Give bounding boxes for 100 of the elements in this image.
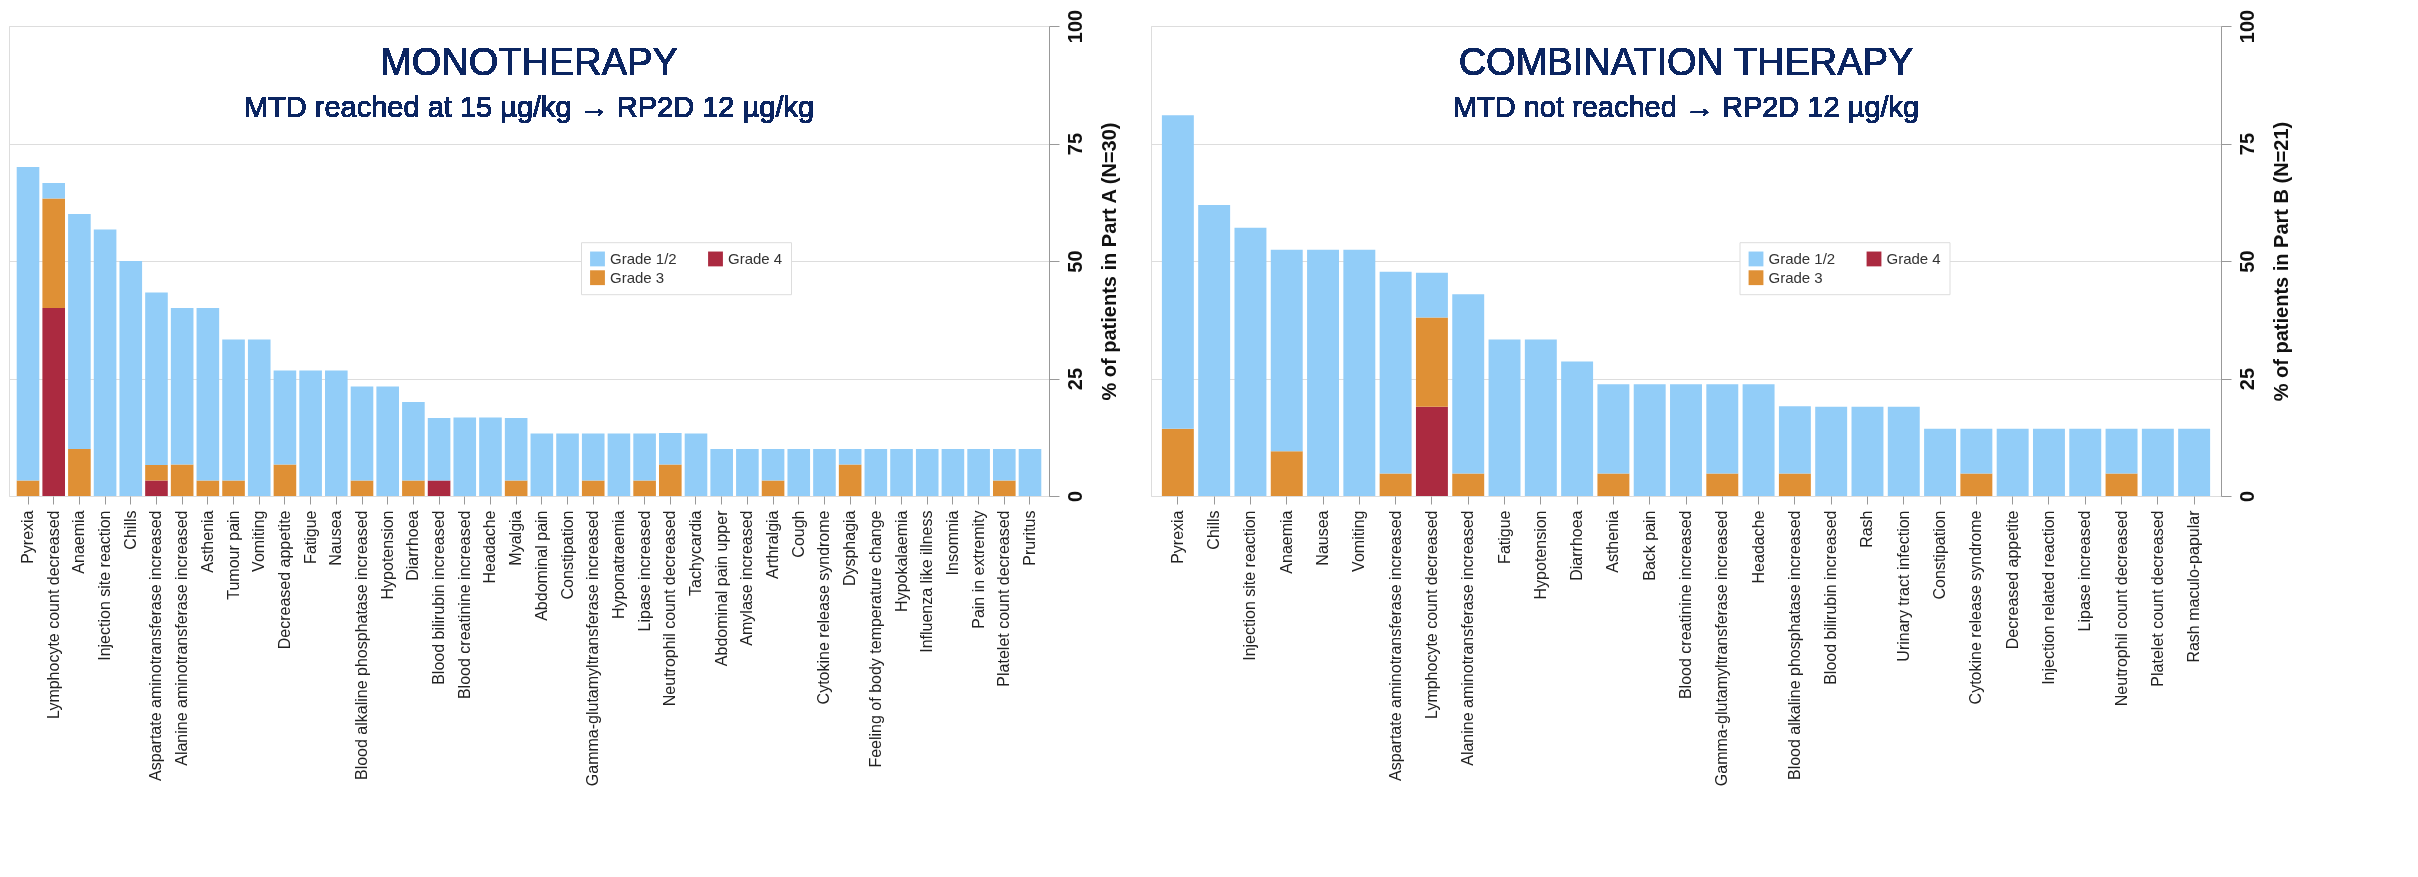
x-tick-label: Dysphagia bbox=[841, 510, 859, 587]
bar bbox=[1415, 406, 1448, 496]
bar bbox=[530, 433, 554, 496]
bar bbox=[581, 480, 605, 496]
bar bbox=[915, 449, 939, 496]
bar bbox=[1488, 339, 1521, 496]
bar bbox=[350, 480, 374, 496]
y-tick-label: 100 bbox=[2235, 9, 2258, 44]
bar bbox=[659, 464, 682, 496]
x-tick-label: Injection site reaction bbox=[1241, 510, 1259, 661]
bar bbox=[1561, 361, 1594, 496]
x-tick-label: Insomnia bbox=[943, 510, 961, 576]
y-axis-title: % of patients in Part B (N=21) bbox=[2269, 121, 2292, 402]
x-tick-label: Pain in extremity bbox=[969, 510, 987, 629]
bar bbox=[427, 417, 451, 481]
legend-label: Grade 3 bbox=[610, 268, 665, 286]
x-tick-label: Fatigue bbox=[301, 510, 319, 564]
bar bbox=[402, 402, 425, 481]
bar bbox=[1778, 406, 1811, 474]
y-axis-title: % of patients in Part A (N=30) bbox=[1097, 122, 1120, 401]
x-tick-label: Cytokine release syndrome bbox=[815, 510, 833, 705]
x-tick-label: Lipase increased bbox=[635, 510, 653, 632]
bar bbox=[170, 464, 194, 496]
x-tick-label: Diarrhoea bbox=[1568, 510, 1586, 581]
bar bbox=[581, 433, 605, 481]
bar bbox=[1597, 473, 1630, 496]
bar bbox=[2069, 428, 2102, 496]
x-tick-label: Abdominal pain upper bbox=[712, 509, 730, 667]
bar bbox=[145, 464, 168, 481]
x-tick-label: Myalgia bbox=[507, 510, 525, 566]
bar bbox=[633, 433, 656, 481]
bar bbox=[1670, 384, 1702, 496]
y-tick-label: 100 bbox=[1063, 9, 1086, 44]
bar bbox=[1270, 451, 1303, 496]
bar bbox=[119, 261, 143, 496]
bar bbox=[1379, 271, 1412, 474]
x-tick-label: Alanine aminotransferase increased bbox=[173, 510, 191, 766]
bar bbox=[273, 464, 297, 496]
bar bbox=[1270, 249, 1303, 452]
x-tick-label: Urinary tract infection bbox=[1894, 510, 1912, 662]
bar bbox=[1415, 317, 1448, 407]
bar bbox=[68, 449, 91, 496]
x-tick-label: Hypotension bbox=[1531, 510, 1549, 600]
bar bbox=[1597, 384, 1630, 474]
x-tick-label: Neutrophil count decreased bbox=[661, 510, 679, 707]
bar bbox=[761, 449, 785, 481]
bar bbox=[299, 370, 322, 496]
x-tick-label: Anaemia bbox=[1277, 510, 1295, 574]
bar bbox=[838, 449, 862, 465]
bar bbox=[145, 480, 168, 496]
x-tick-label: Lipase increased bbox=[2076, 510, 2094, 632]
bar bbox=[941, 449, 965, 496]
bar bbox=[1960, 428, 1993, 474]
bar bbox=[1706, 384, 1739, 474]
x-tick-label: Lymphocyte count decreased bbox=[1422, 510, 1440, 719]
y-tick-label: 50 bbox=[2235, 250, 2258, 273]
bar bbox=[145, 292, 168, 465]
x-tick-label: Blood alkaline phosphatase increased bbox=[1785, 510, 1803, 781]
y-tick-label: 25 bbox=[2235, 367, 2258, 391]
bar bbox=[659, 433, 682, 465]
bar bbox=[196, 308, 220, 481]
legend-label: Grade 4 bbox=[728, 249, 783, 267]
x-tick-label: Influenza like illness bbox=[918, 510, 936, 653]
x-tick-label: Chills bbox=[1205, 510, 1223, 550]
bar bbox=[247, 339, 271, 496]
x-tick-label: Asthenia bbox=[1604, 510, 1622, 573]
bar bbox=[813, 449, 836, 496]
bar bbox=[838, 464, 862, 496]
bar bbox=[607, 433, 631, 496]
bar bbox=[376, 386, 399, 496]
bar bbox=[427, 480, 451, 496]
x-tick-label: Nausea bbox=[327, 510, 345, 566]
bar bbox=[196, 480, 220, 496]
x-tick-label: Constipation bbox=[1931, 510, 1949, 600]
bar bbox=[1415, 272, 1448, 318]
x-tick-label: Anaemia bbox=[70, 510, 88, 574]
bar bbox=[633, 480, 656, 496]
y-tick-label: 50 bbox=[1063, 250, 1086, 273]
bar bbox=[504, 480, 528, 496]
bar bbox=[761, 480, 785, 496]
bar bbox=[1815, 406, 1848, 496]
bar bbox=[967, 449, 990, 496]
bar bbox=[1161, 428, 1194, 496]
x-tick-label: Blood creatinine increased bbox=[1677, 510, 1694, 700]
bar bbox=[222, 339, 245, 481]
bar bbox=[1379, 473, 1412, 496]
text: MTD reached at 15 µg/kg → RP2D 12 µg/kg bbox=[243, 91, 815, 123]
x-tick-label: Tachycardia bbox=[687, 510, 704, 596]
bar bbox=[350, 386, 374, 481]
x-tick-label: Vomiting bbox=[1350, 510, 1368, 572]
bar bbox=[864, 449, 888, 496]
x-tick-label: Amylase increased bbox=[738, 510, 756, 646]
bar bbox=[2105, 473, 2138, 496]
bar bbox=[1960, 473, 1993, 496]
bar bbox=[325, 370, 348, 496]
x-tick-label: Asthenia bbox=[198, 510, 216, 573]
x-tick-label: Feeling of body temperature change bbox=[866, 510, 884, 768]
x-tick-label: Rash maculo-papular bbox=[2185, 509, 2203, 663]
x-tick-label: Decreased appetite bbox=[275, 510, 293, 650]
x-tick-label: Injection related reaction bbox=[2039, 510, 2057, 685]
